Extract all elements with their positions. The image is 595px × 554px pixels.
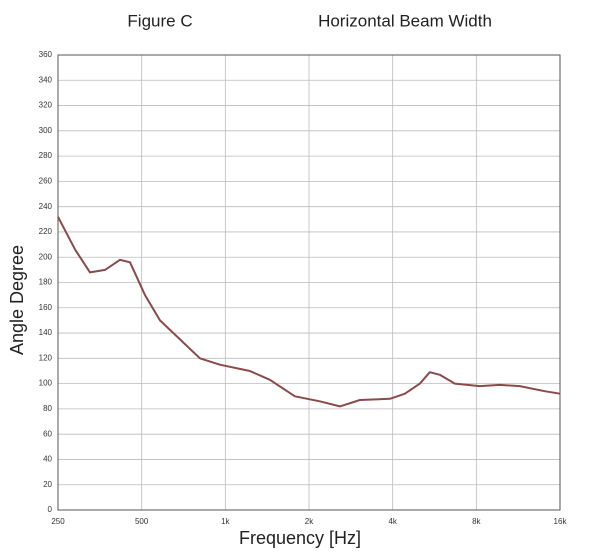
x-tick-label: 16k — [554, 517, 568, 526]
y-tick-label: 220 — [39, 227, 53, 236]
y-tick-label: 360 — [39, 50, 53, 59]
y-tick-label: 140 — [39, 328, 53, 337]
x-tick-label: 2k — [305, 517, 314, 526]
y-axis-label: Angle Degree — [7, 245, 27, 355]
y-tick-label: 280 — [39, 151, 53, 160]
y-tick-label: 180 — [39, 278, 53, 287]
y-tick-label: 340 — [39, 75, 53, 84]
x-tick-label: 250 — [51, 517, 65, 526]
plot-frame — [57, 54, 561, 511]
y-tick-label: 160 — [39, 303, 53, 312]
chart-subtitle: Horizontal Beam Width — [318, 11, 492, 30]
y-tick-label: 0 — [48, 505, 53, 514]
y-tick-label: 260 — [39, 176, 53, 185]
y-tick-label: 80 — [43, 404, 52, 413]
y-tick-label: 60 — [43, 429, 52, 438]
x-tick-label: 1k — [221, 517, 230, 526]
y-tick-label: 300 — [39, 126, 53, 135]
x-tick-label: 8k — [472, 517, 481, 526]
x-axis-label: Frequency [Hz] — [239, 528, 361, 548]
y-tick-label: 40 — [43, 455, 52, 464]
y-tick-label: 20 — [43, 480, 52, 489]
chart-title: Figure C — [127, 11, 192, 30]
x-tick-label: 4k — [388, 517, 397, 526]
y-tick-label: 240 — [39, 202, 53, 211]
y-tick-label: 200 — [39, 252, 53, 261]
x-tick-label: 500 — [135, 517, 149, 526]
y-tick-label: 120 — [39, 353, 53, 362]
y-tick-label: 320 — [39, 101, 53, 110]
y-tick-label: 100 — [39, 379, 53, 388]
data-line — [57, 216, 561, 408]
